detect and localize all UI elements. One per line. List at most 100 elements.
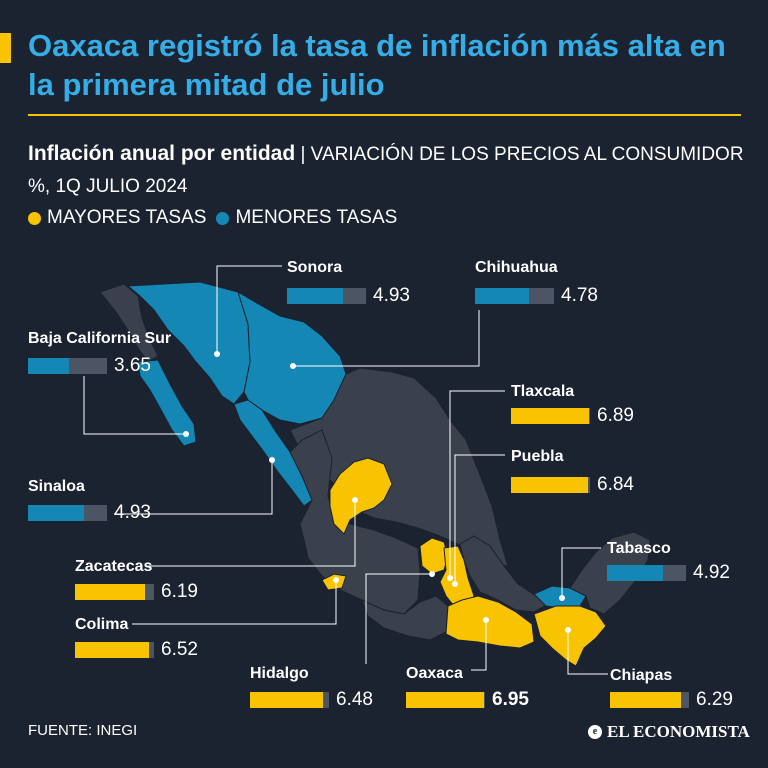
bar-track — [607, 565, 686, 581]
chart-subtitle: Inflación anual por entidad | VARIACIÓN … — [28, 138, 748, 203]
legend-item-high: MAYORES TASAS — [28, 207, 206, 229]
map-baja-california — [99, 283, 159, 363]
bar-track — [610, 692, 689, 708]
dot-zacatecas — [352, 497, 358, 503]
bar-fill — [475, 288, 529, 304]
map-veracruz — [459, 535, 549, 613]
bar-track — [75, 584, 154, 600]
state-label: Chihuahua — [475, 259, 558, 276]
bar-track — [511, 477, 590, 493]
map-baja-california-sur — [137, 359, 197, 447]
connector-sonora — [216, 265, 282, 354]
state-value: 4.92 — [693, 562, 730, 583]
state-value: 6.19 — [161, 581, 198, 602]
connector-oaxaca — [471, 620, 487, 671]
state-value: 4.93 — [114, 502, 151, 523]
bar-fill — [607, 565, 663, 581]
map-chiapas — [533, 605, 607, 667]
dot-bcs — [183, 431, 189, 437]
bar-fill — [250, 692, 324, 708]
state-label: Chiapas — [610, 667, 673, 684]
connector-tabasco — [561, 547, 601, 598]
connector-colima — [132, 580, 337, 625]
dot-puebla — [452, 581, 458, 587]
state-value: 4.93 — [373, 285, 410, 306]
state-label: Tlaxcala — [511, 383, 575, 400]
map-west-central-states — [289, 429, 421, 615]
dot-chihuahua — [290, 363, 296, 369]
map-zacatecas — [329, 457, 393, 535]
state-label: Colima — [75, 616, 129, 633]
bar-track — [287, 288, 366, 304]
connector-hidalgo — [365, 573, 432, 664]
legend-dot-high — [28, 211, 41, 225]
state-value: 6.52 — [161, 639, 198, 660]
brand-logo: e EL ECONOMISTA — [588, 722, 750, 742]
connector-dots — [183, 351, 571, 633]
dot-sinaloa — [269, 457, 275, 463]
legend-dot-low — [216, 211, 230, 225]
legend-label-high: MAYORES TASAS — [47, 207, 207, 228]
bar-fill — [75, 584, 145, 600]
bar-track — [28, 505, 107, 521]
bar-track — [475, 288, 554, 304]
bar-fill — [28, 358, 70, 374]
state-label: Sinaloa — [28, 478, 85, 495]
bar-fill — [406, 692, 485, 708]
bar-fill — [75, 642, 149, 658]
brand-name: EL ECONOMISTA — [607, 722, 750, 741]
state-value: 3.65 — [114, 355, 151, 376]
bar-fill — [28, 505, 84, 521]
map-sinaloa — [233, 399, 313, 507]
dot-chiapas — [565, 627, 571, 633]
legend-item-low: MENORES TASAS — [216, 207, 397, 229]
state-label: Tabasco — [607, 540, 671, 557]
bar-fill — [610, 692, 681, 708]
dot-tlaxcala — [447, 575, 453, 581]
state-value: 6.29 — [696, 689, 733, 710]
dot-oaxaca — [483, 617, 489, 623]
state-label: Sonora — [287, 259, 343, 276]
state-label: Puebla — [511, 448, 564, 465]
map-oaxaca — [445, 595, 535, 649]
state-value: 4.78 — [561, 285, 598, 306]
state-label: Zacatecas — [75, 558, 153, 575]
subtitle-rest: | VARIACIÓN DE LOS PRECIOS AL CONSUMIDOR… — [28, 144, 744, 197]
connector-lines — [83, 265, 608, 675]
connector-tlaxcala — [449, 390, 505, 578]
bar-fill — [287, 288, 343, 304]
state-label: Oaxaca — [406, 665, 463, 682]
dot-colima — [333, 577, 339, 583]
map-hidalgo — [419, 537, 449, 575]
connector-chiapas — [567, 630, 608, 675]
source-note: FUENTE: INEGI — [28, 722, 138, 739]
state-label: Hidalgo — [250, 665, 309, 682]
title-accent-bar — [0, 33, 11, 63]
legend: MAYORES TASAS MENORES TASAS — [28, 207, 407, 229]
bar-track — [250, 692, 329, 708]
bar-track — [75, 642, 154, 658]
connector-sinaloa — [114, 460, 273, 515]
legend-label-low: MENORES TASAS — [235, 207, 398, 228]
dot-hidalgo — [429, 571, 435, 577]
state-value: 6.84 — [597, 474, 634, 495]
bar-track — [511, 408, 590, 424]
page-title: Oaxaca registró la tasa de inflación más… — [28, 28, 726, 102]
bar-fill — [511, 477, 589, 493]
brand-e-icon: e — [588, 725, 602, 739]
title-divider — [28, 114, 741, 116]
connector-zacatecas — [148, 500, 356, 567]
dot-tabasco — [559, 595, 565, 601]
subtitle-bold: Inflación anual por entidad — [28, 142, 296, 165]
state-value: 6.89 — [597, 405, 634, 426]
state-value: 6.95 — [492, 689, 529, 710]
connector-chihuahua — [293, 310, 480, 367]
bar-track — [406, 692, 485, 708]
connector-bcs — [83, 376, 186, 435]
bar-fill — [511, 408, 589, 424]
state-label: Baja California Sur — [28, 330, 172, 347]
bar-track — [28, 358, 107, 374]
connector-puebla — [454, 454, 505, 584]
dot-sonora — [214, 351, 220, 357]
